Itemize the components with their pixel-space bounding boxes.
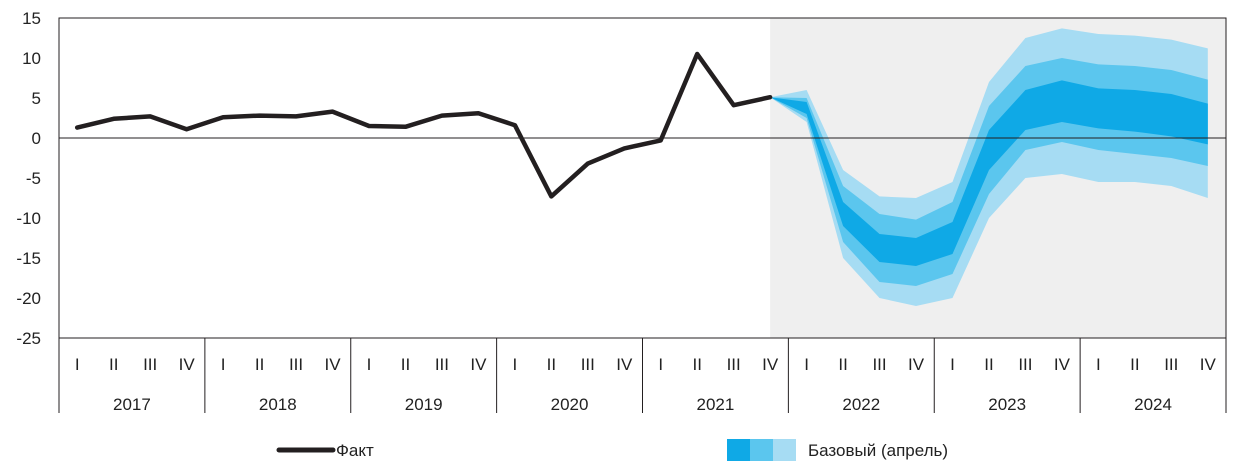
y-tick-label: -20 (16, 289, 41, 308)
x-tick-quarter-label: III (1018, 355, 1032, 374)
x-tick-year-label: 2019 (405, 395, 443, 414)
x-tick-quarter-label: I (221, 355, 226, 374)
x-tick-year-label: 2017 (113, 395, 151, 414)
y-tick-label: 5 (32, 89, 41, 108)
x-tick-year-label: 2024 (1134, 395, 1172, 414)
x-tick-year-label: 2023 (988, 395, 1026, 414)
x-tick-quarter-label: I (1096, 355, 1101, 374)
x-tick-year-label: 2021 (697, 395, 735, 414)
x-tick-year-label: 2022 (842, 395, 880, 414)
series-line-fact (74, 51, 773, 199)
legend-swatch-band-2 (750, 439, 773, 461)
x-tick-quarter-label: III (581, 355, 595, 374)
x-tick-quarter-label: IV (1054, 355, 1071, 374)
legend-label-fact: Факт (336, 441, 374, 460)
x-tick-quarter-label: I (804, 355, 809, 374)
x-tick-quarter-label: I (658, 355, 663, 374)
x-tick-quarter-label: II (1130, 355, 1139, 374)
x-tick-quarter-label: III (435, 355, 449, 374)
x-tick-quarter-label: III (1164, 355, 1178, 374)
x-tick-quarter-label: II (255, 355, 264, 374)
x-tick-quarter-label: III (289, 355, 303, 374)
x-tick-quarter-label: IV (762, 355, 779, 374)
x-tick-quarter-label: III (727, 355, 741, 374)
x-tick-quarter-label: I (367, 355, 372, 374)
y-tick-label: -15 (16, 249, 41, 268)
legend-label-baseline: Базовый (апрель) (808, 441, 948, 460)
x-tick-quarter-label: IV (324, 355, 341, 374)
x-tick-quarter-label: III (872, 355, 886, 374)
y-tick-label: 15 (22, 9, 41, 28)
y-tick-label: -10 (16, 209, 41, 228)
forecast-band-1 (770, 80, 1208, 267)
x-tick-year-label: 2020 (551, 395, 589, 414)
x-tick-quarter-label: IV (1200, 355, 1217, 374)
y-tick-label: -5 (26, 169, 41, 188)
x-tick-quarter-label: I (512, 355, 517, 374)
x-tick-quarter-label: IV (470, 355, 487, 374)
y-tick-label: -25 (16, 329, 41, 348)
legend-swatch-band-1 (727, 439, 750, 461)
x-tick-year-label: 2018 (259, 395, 297, 414)
x-tick-quarter-label: IV (908, 355, 925, 374)
legend-swatch-band-3 (773, 439, 796, 461)
x-tick-quarter-label: IV (616, 355, 633, 374)
x-tick-quarter-label: I (75, 355, 80, 374)
x-tick-quarter-label: II (401, 355, 410, 374)
y-tick-label: 0 (32, 129, 41, 148)
x-tick-quarter-label: II (109, 355, 118, 374)
x-tick-quarter-label: III (143, 355, 157, 374)
x-tick-quarter-label: II (692, 355, 701, 374)
x-tick-quarter-label: II (984, 355, 993, 374)
x-tick-quarter-label: IV (179, 355, 196, 374)
y-tick-label: 10 (22, 49, 41, 68)
x-tick-quarter-label: II (547, 355, 556, 374)
x-tick-quarter-label: I (950, 355, 955, 374)
x-tick-quarter-label: II (838, 355, 847, 374)
